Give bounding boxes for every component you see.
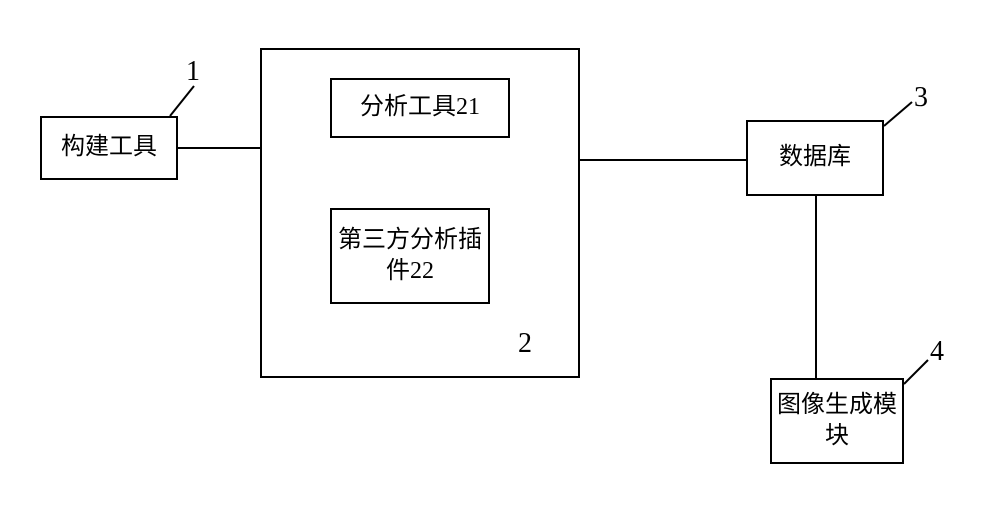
ext-label-3: 3: [914, 82, 928, 114]
label-text: 2: [518, 328, 532, 359]
node-label: 第三方分析插件22: [336, 225, 484, 287]
node-image-gen-module: 图像生成模块: [770, 378, 904, 464]
node-thirdparty-plugin-22: 第三方分析插件22: [330, 208, 490, 304]
diagram-stage: 构建工具 2 分析工具21 第三方分析插件22 数据库 图像生成模块 1 3 4: [0, 0, 1000, 513]
label-text: 3: [914, 82, 928, 113]
node-label: 数据库: [779, 142, 851, 173]
ext-label-1: 1: [186, 56, 200, 88]
leader-4: [904, 360, 928, 384]
node-label: 分析工具21: [360, 92, 480, 123]
leader-1: [170, 86, 194, 116]
label-text: 4: [930, 336, 944, 367]
node-analysis-tool-21: 分析工具21: [330, 78, 510, 138]
node-database: 数据库: [746, 120, 884, 196]
ext-label-4: 4: [930, 336, 944, 368]
leader-3: [884, 102, 912, 126]
node-label: 图像生成模块: [776, 390, 898, 452]
label-text: 1: [186, 56, 200, 87]
node2-inner-label: 2: [518, 328, 532, 360]
node-label: 构建工具: [61, 132, 157, 163]
node-build-tool: 构建工具: [40, 116, 178, 180]
